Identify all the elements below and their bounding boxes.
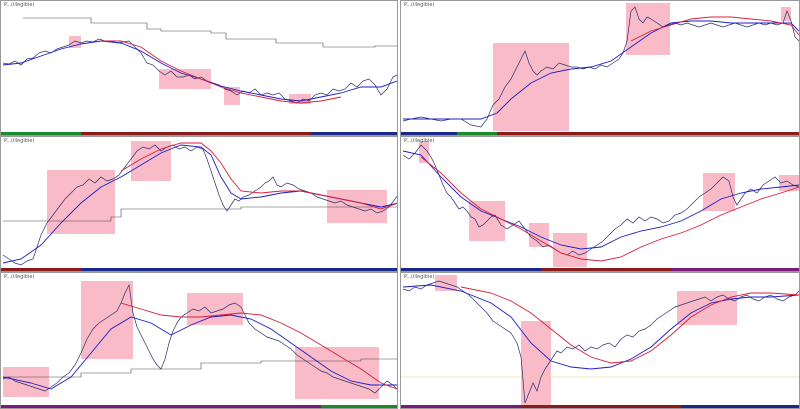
step-line xyxy=(23,17,397,48)
bottom-bar-segment xyxy=(1,132,81,135)
highlight-box xyxy=(419,141,429,163)
bottom-bar-segment xyxy=(401,132,457,135)
fast-ma-line xyxy=(2,314,397,390)
bottom-bar-segment xyxy=(1,268,81,271)
bottom-bar-segment xyxy=(1,405,321,408)
chart-pane-6[interactable]: P...(illegible) xyxy=(400,272,800,409)
highlight-box xyxy=(529,223,549,247)
chart-pane-1[interactable]: P...(illegible) xyxy=(0,0,398,136)
highlight-box xyxy=(187,293,243,325)
chart-pane-3-plot xyxy=(1,141,397,271)
bottom-bar-segment xyxy=(497,132,799,135)
chart-pane-3[interactable]: P...(illegible) xyxy=(0,136,398,272)
pane-title: P...(illegible) xyxy=(404,274,435,280)
chart-pane-6-plot xyxy=(401,275,799,408)
step-line xyxy=(3,358,397,378)
bottom-bar-segment xyxy=(681,405,799,408)
bottom-bar-segment xyxy=(401,268,541,271)
price-line xyxy=(402,6,799,128)
slow-ma-line xyxy=(460,286,799,364)
fast-ma-line xyxy=(402,150,799,250)
chart-pane-2-plot xyxy=(401,3,799,135)
chart-pane-1-plot xyxy=(1,17,397,135)
step-line xyxy=(3,206,397,222)
chart-pane-4[interactable]: P...(illegible) xyxy=(400,136,800,272)
slow-ma-line xyxy=(630,16,799,42)
slow-ma-line xyxy=(420,156,799,262)
slow-ma-line xyxy=(101,40,342,104)
bottom-bar-segment xyxy=(541,268,671,271)
chart-pane-4-plot xyxy=(401,141,799,271)
chart-pane-5-plot xyxy=(1,281,397,408)
pane-title: P...(illegible) xyxy=(404,138,435,144)
fast-ma-line xyxy=(402,284,799,370)
highlight-box xyxy=(626,3,670,55)
pane-title: P...(illegible) xyxy=(4,138,35,144)
highlight-box xyxy=(521,321,551,405)
bottom-bar-segment xyxy=(671,268,799,271)
highlight-box xyxy=(159,69,211,89)
slow-ma-line xyxy=(120,302,397,390)
pane-title: P...(illegible) xyxy=(4,2,35,8)
highlight-box xyxy=(677,291,737,325)
highlight-box xyxy=(703,173,735,211)
bottom-bar-segment xyxy=(321,405,397,408)
price-line xyxy=(402,144,799,256)
chart-pane-5[interactable]: P...(illegible) xyxy=(0,272,398,409)
bottom-bar-segment xyxy=(457,132,497,135)
pane-title: P...(illegible) xyxy=(404,2,435,8)
slow-ma-line xyxy=(120,142,397,210)
bottom-bar-segment xyxy=(311,132,397,135)
pane-title: P...(illegible) xyxy=(4,274,35,280)
bottom-bar-segment xyxy=(81,132,311,135)
bottom-bar-segment xyxy=(401,405,521,408)
price-line xyxy=(2,38,397,104)
bottom-bar-segment xyxy=(521,405,681,408)
highlight-box xyxy=(553,233,587,267)
highlight-box xyxy=(493,43,569,131)
highlight-box xyxy=(47,170,115,234)
price-line xyxy=(402,280,799,404)
chart-pane-2[interactable]: P...(illegible) xyxy=(400,0,800,136)
price-line xyxy=(2,283,397,394)
highlight-box xyxy=(289,94,311,104)
bottom-bar-segment xyxy=(81,268,397,271)
price-line xyxy=(2,144,397,266)
fast-ma-line xyxy=(403,20,799,120)
